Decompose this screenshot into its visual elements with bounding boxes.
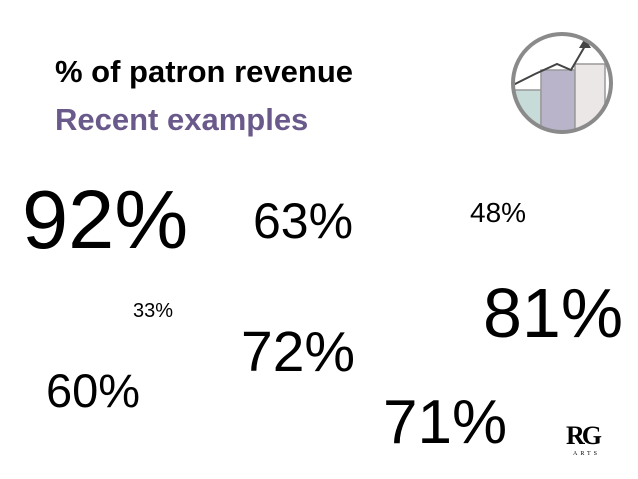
example-value: 72% bbox=[241, 320, 356, 384]
example-value: 48% bbox=[470, 197, 527, 228]
example-value: 63% bbox=[253, 193, 354, 249]
example-value: 81% bbox=[483, 274, 624, 352]
example-value: 92% bbox=[22, 173, 189, 266]
subtitle: Recent examples bbox=[55, 102, 309, 137]
example-value: 71% bbox=[383, 388, 508, 457]
logo-mark: RG bbox=[566, 421, 602, 450]
chart-icon bbox=[511, 32, 613, 134]
logo-text: ARTS bbox=[573, 451, 600, 457]
example-value: 33% bbox=[133, 300, 174, 322]
title: % of patron revenue bbox=[55, 54, 353, 89]
example-value: 60% bbox=[46, 364, 141, 417]
